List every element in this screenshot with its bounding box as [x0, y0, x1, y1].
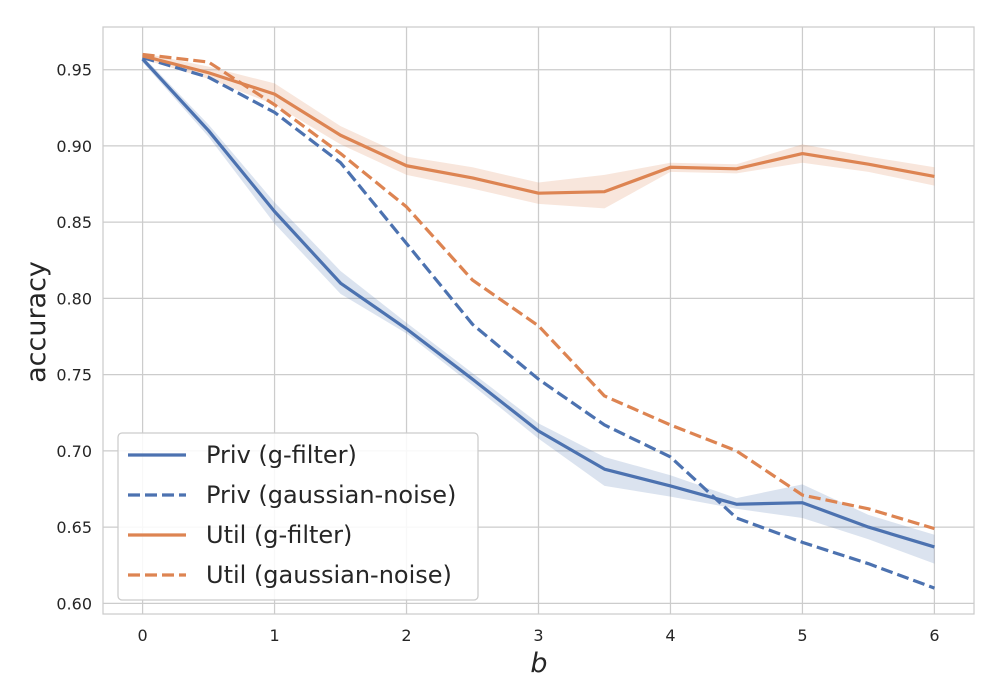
legend: Priv (g-filter) Priv (gaussian-noise) Util…: [117, 432, 479, 601]
series-line-util-gaussian-noise: [142, 52, 935, 531]
legend-label: Priv (g-filter): [206, 441, 357, 469]
y-axis-label: accuracy: [21, 261, 52, 383]
x-tick-label: 5: [797, 626, 807, 645]
x-tick-label: 0: [137, 626, 147, 645]
band-priv-g-filter: [142, 55, 935, 564]
series-line-priv-gaussian-noise: [142, 55, 935, 590]
x-tick-label: 2: [401, 626, 411, 645]
y-tick-label: 0.85: [56, 213, 92, 232]
x-tick-label: 3: [533, 626, 543, 645]
x-axis-label: b: [530, 648, 547, 679]
y-tick-label: 0.95: [56, 61, 92, 80]
series-lines: [141, 52, 935, 590]
y-tick-label: 0.75: [56, 366, 92, 385]
grid: [103, 27, 974, 614]
legend-label: Priv (gaussian-noise): [206, 481, 456, 509]
plot-frame: [102, 26, 975, 615]
x-tick-label: 1: [269, 626, 279, 645]
y-tick-labels: 0.60 0.65 0.70 0.75 0.80 0.85 0.90 0.95: [56, 61, 92, 614]
series-line-priv-g-filter: [141, 57, 935, 549]
x-tick-label: 4: [665, 626, 675, 645]
x-tick-label: 6: [929, 626, 939, 645]
y-tick-label: 0.90: [56, 137, 92, 156]
series-line-util-g-filter: [142, 54, 935, 195]
y-tick-label: 0.60: [56, 594, 92, 613]
y-tick-label: 0.70: [56, 442, 92, 461]
y-tick-label: 0.80: [56, 289, 92, 308]
legend-box: [117, 432, 479, 601]
legend-label: Util (gaussian-noise): [206, 561, 452, 589]
legend-label: Util (g-filter): [206, 521, 352, 549]
y-tick-label: 0.65: [56, 518, 92, 537]
x-tick-labels: 0 1 2 3 4 5 6: [137, 626, 939, 645]
